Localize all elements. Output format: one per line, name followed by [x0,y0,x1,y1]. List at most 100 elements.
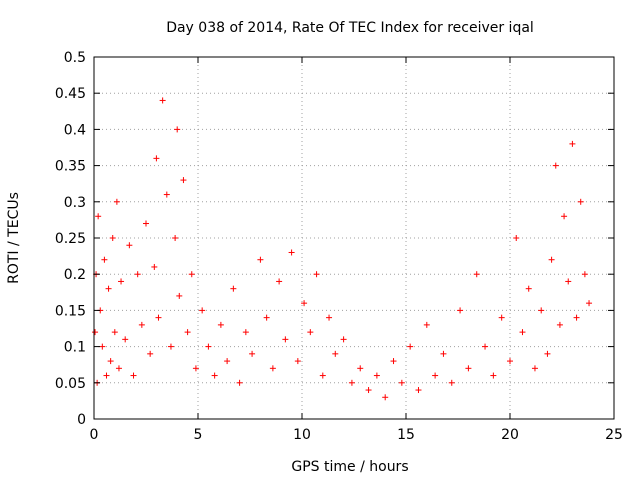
data-point [172,235,179,241]
data-point [482,343,489,350]
data-point [143,220,149,227]
data-point [205,343,212,350]
data-point [390,358,397,365]
data-point [565,278,572,285]
data-point [115,365,122,372]
data-point [573,314,580,321]
data-point [242,329,249,336]
data-point [440,350,447,357]
data-point [288,249,295,256]
data-point [294,358,301,365]
y-tick-label: 0.35 [55,159,86,175]
y-tick-labels: 0 0.05 0.1 0.15 0.2 0.25 0.3 0.35 0.4 0.45 0.5 [55,50,86,428]
data-point [276,278,283,285]
data-point [561,213,568,220]
data-point [111,329,118,336]
data-point [113,198,120,205]
data-point [236,379,243,386]
y-tick-label: 0.05 [55,376,86,392]
data-point [107,358,114,365]
data-point [167,343,174,350]
y-tick-label: 0.3 [64,195,86,211]
data-point [513,235,520,241]
data-point [163,191,170,198]
data-point [415,387,422,394]
data-point [199,307,206,314]
data-point [581,271,588,278]
data-point [103,372,110,379]
y-tick-label: 0.1 [64,340,86,356]
y-tick-label: 0.45 [55,86,86,102]
y-tick-label: 0 [77,412,86,428]
data-point [332,350,339,357]
data-point [95,213,102,220]
data-point [92,329,99,336]
data-point [99,343,106,350]
y-tick-label: 0.5 [64,50,86,66]
data-point [282,336,289,343]
data-point [544,350,551,357]
data-point [531,365,538,372]
data-point [313,271,320,278]
data-points [92,97,593,401]
data-point [552,162,559,169]
data-point [122,336,129,343]
data-point [398,379,405,386]
data-point [473,271,480,278]
data-point [538,307,545,314]
data-point [577,198,584,205]
data-point [407,343,414,350]
x-tick-label: 5 [194,427,203,443]
data-point [586,300,593,307]
y-tick-label: 0.2 [64,267,86,283]
y-tick-label: 0.4 [64,122,86,138]
data-point [138,321,145,328]
data-point [382,394,389,401]
x-axis-label: GPS time / hours [291,459,408,475]
y-tick-label: 0.15 [55,303,86,319]
data-point [118,278,125,285]
data-point [301,300,308,307]
data-point [105,285,112,292]
data-point [357,365,364,372]
data-point [147,350,154,357]
data-point [159,97,166,104]
data-point [525,285,532,292]
data-point [109,235,116,241]
data-point [548,256,555,263]
data-point [192,365,199,372]
data-point [217,321,224,328]
data-point [423,321,430,328]
data-point [556,321,563,328]
x-tick-label: 25 [605,427,623,443]
data-point [230,285,237,292]
data-point [432,372,439,379]
data-point [126,242,133,249]
data-point [326,314,333,321]
data-point [249,350,256,357]
y-tick-label: 0.25 [55,231,86,247]
data-point [365,387,372,394]
data-point [224,358,231,365]
data-point [153,155,160,162]
x-tick-label: 15 [397,427,415,443]
data-point [507,358,513,365]
data-point [465,365,472,372]
data-point [498,314,505,321]
x-tick-label: 10 [293,427,311,443]
x-tick-label: 0 [90,427,99,443]
data-point [101,256,108,263]
y-axis-label: ROTI / TECUs [6,192,22,284]
data-point [180,177,187,184]
data-point [151,263,158,270]
grid-lines [94,57,614,419]
data-point [448,379,455,386]
axis-ticks [93,56,615,420]
data-point [307,329,314,336]
data-point [490,372,497,379]
data-point [155,314,162,321]
data-point [174,126,181,133]
data-point [269,365,276,372]
data-point [257,256,264,263]
